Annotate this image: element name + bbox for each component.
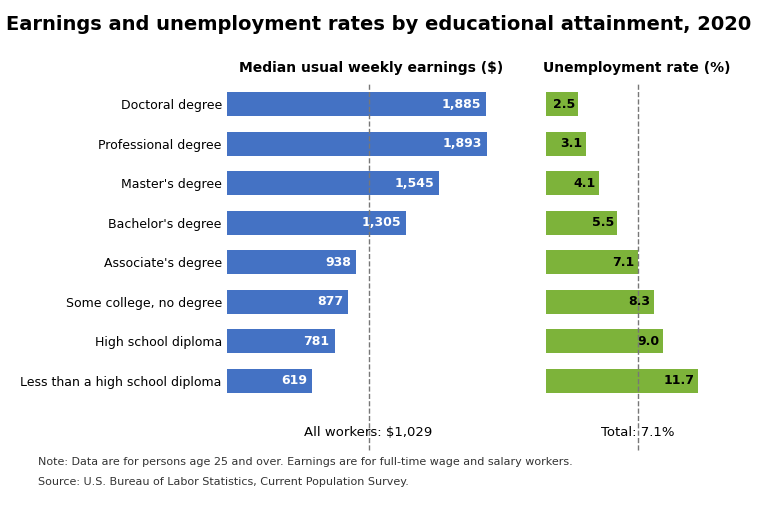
Text: Earnings and unemployment rates by educational attainment, 2020: Earnings and unemployment rates by educa… xyxy=(6,15,752,35)
Text: Note: Data are for persons age 25 and over. Earnings are for full-time wage and : Note: Data are for persons age 25 and ov… xyxy=(38,457,572,466)
Text: 5.5: 5.5 xyxy=(592,216,614,229)
Text: Total: 7.1%: Total: 7.1% xyxy=(601,426,675,439)
Bar xyxy=(227,369,312,393)
Text: Unemployment rate (%): Unemployment rate (%) xyxy=(543,61,731,75)
Bar xyxy=(546,290,653,314)
Text: 938: 938 xyxy=(325,256,351,269)
Bar xyxy=(546,211,617,235)
Text: 781: 781 xyxy=(304,335,330,348)
Bar xyxy=(546,329,662,353)
Bar xyxy=(227,171,440,195)
Bar xyxy=(227,290,348,314)
Text: 11.7: 11.7 xyxy=(663,374,694,387)
Text: 7.1: 7.1 xyxy=(612,256,634,269)
Text: 877: 877 xyxy=(317,295,343,308)
Text: 1,893: 1,893 xyxy=(443,137,482,150)
Bar xyxy=(546,92,578,116)
Text: 619: 619 xyxy=(281,374,308,387)
Text: Median usual weekly earnings ($): Median usual weekly earnings ($) xyxy=(240,61,503,75)
Text: 3.1: 3.1 xyxy=(561,137,583,150)
Text: Source: U.S. Bureau of Labor Statistics, Current Population Survey.: Source: U.S. Bureau of Labor Statistics,… xyxy=(38,477,409,487)
Bar xyxy=(546,171,599,195)
Text: 2.5: 2.5 xyxy=(553,98,575,111)
Bar xyxy=(546,132,586,156)
Text: 1,305: 1,305 xyxy=(362,216,402,229)
Bar xyxy=(227,92,486,116)
Bar xyxy=(227,211,406,235)
Bar xyxy=(546,369,698,393)
Text: 9.0: 9.0 xyxy=(637,335,659,348)
Text: 1,885: 1,885 xyxy=(442,98,481,111)
Bar xyxy=(227,250,356,274)
Bar xyxy=(546,250,638,274)
Bar xyxy=(227,329,334,353)
Bar xyxy=(227,132,487,156)
Text: 8.3: 8.3 xyxy=(628,295,650,308)
Text: All workers: $1,029: All workers: $1,029 xyxy=(305,426,433,439)
Text: 4.1: 4.1 xyxy=(574,177,596,190)
Text: 1,545: 1,545 xyxy=(395,177,434,190)
